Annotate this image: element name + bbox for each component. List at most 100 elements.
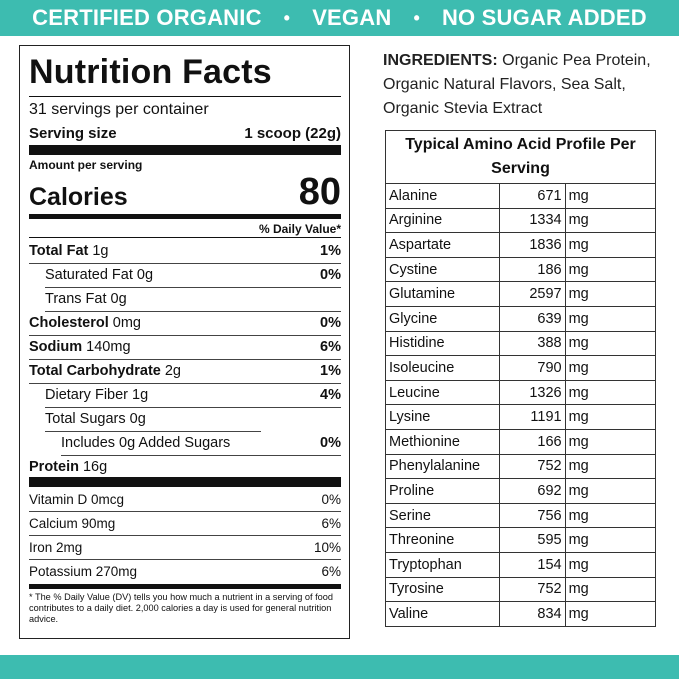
nutrient-row: Cholesterol 0mg 0%: [29, 311, 341, 335]
row-divider: [29, 511, 341, 512]
row-divider: [29, 359, 341, 360]
divider: [29, 237, 341, 238]
amino-name: Glutamine: [385, 281, 500, 307]
nutrient-daily-value: 0%: [320, 267, 341, 283]
amino-name: Proline: [385, 478, 500, 504]
nutrient-daily-value: 1%: [320, 243, 341, 259]
row-divider: [45, 407, 341, 408]
amino-unit: mg: [564, 281, 657, 307]
amino-name: Lysine: [385, 404, 500, 430]
banner-no-sugar: NO SUGAR ADDED: [441, 5, 647, 30]
amino-name: Tryptophan: [385, 551, 500, 578]
amino-name: Aspartate: [385, 232, 500, 258]
row-divider: [29, 559, 341, 560]
amino-value: 186: [498, 256, 566, 283]
nutrient-row: Includes 0g Added Sugars 0%: [29, 431, 341, 455]
nutrient-amount: 1g: [92, 243, 109, 259]
amino-row: Glycine 639 mg: [385, 305, 657, 332]
amino-table-title: Typical Amino Acid Profile Per Serving: [385, 130, 656, 184]
nutrient-row: Total Fat 1g 1%: [29, 239, 341, 263]
thick-divider: [29, 477, 341, 487]
nutrient-label: Protein: [29, 459, 79, 475]
nutrient-row: Total Carbohydrate 2g 1%: [29, 359, 341, 383]
serving-size-value: 1 scoop (22g): [244, 125, 341, 142]
amino-name: Serine: [385, 502, 500, 529]
nutrient-row: Total Sugars 0g: [29, 407, 341, 431]
amino-name: Phenylalanine: [385, 453, 500, 480]
amino-unit: mg: [564, 183, 657, 209]
vitamin-row: Calcium 90mg 6%: [29, 511, 341, 535]
amino-value: 752: [498, 576, 566, 603]
nutrient-label: Trans Fat 0g: [45, 291, 127, 307]
footnote: * The % Daily Value (DV) tells you how m…: [29, 592, 334, 624]
amino-row: Arginine 1334 mg: [385, 207, 657, 234]
nutrient-amount: 0mg: [112, 315, 141, 331]
amino-value: 2597: [498, 281, 566, 307]
thick-divider: [29, 145, 341, 155]
amino-value: 1836: [498, 232, 566, 258]
amino-row: Threonine 595 mg: [385, 527, 657, 553]
banner-certified-organic: CERTIFIED ORGANIC: [32, 5, 262, 30]
amino-value: 790: [498, 355, 566, 381]
nutrient-amount: 2g: [164, 363, 181, 379]
amino-row: Glutamine 2597 mg: [385, 281, 657, 307]
amino-row: Cystine 186 mg: [385, 256, 657, 283]
nutrient-amount: 140mg: [86, 339, 131, 355]
amino-name: Glycine: [385, 305, 500, 332]
amino-name: Tyrosine: [385, 576, 500, 603]
amino-row: Tryptophan 154 mg: [385, 551, 657, 578]
amino-row: Aspartate 1836 mg: [385, 232, 657, 258]
nutrient-row: Protein 16g: [29, 455, 341, 479]
vitamin-daily-value: 0%: [321, 491, 341, 507]
amino-value: 671: [498, 183, 566, 209]
vitamin-label: Potassium 270mg: [29, 563, 138, 579]
amino-row: Tyrosine 752 mg: [385, 576, 657, 603]
medium-divider: [29, 214, 341, 219]
nutrient-label: Includes 0g Added Sugars: [61, 435, 231, 451]
amino-row: Methionine 166 mg: [385, 428, 657, 455]
vitamin-row: Iron 2mg 10%: [29, 535, 341, 559]
banner-separator: •: [413, 7, 420, 28]
amino-unit: mg: [564, 527, 657, 553]
vitamin-row: Vitamin D 0mcg 0%: [29, 487, 341, 511]
amino-name: Leucine: [385, 379, 500, 406]
nutrition-facts-panel: Nutrition Facts 31 servings per containe…: [19, 45, 350, 639]
amino-value: 595: [498, 527, 566, 553]
vitamin-row: Potassium 270mg 6%: [29, 559, 341, 583]
vitamin-label: Calcium 90mg: [29, 515, 116, 531]
amino-row: Serine 756 mg: [385, 502, 657, 529]
amino-name: Valine: [385, 601, 500, 627]
amino-unit: mg: [564, 379, 657, 406]
amino-name: Arginine: [385, 207, 500, 234]
amino-value: 756: [498, 502, 566, 529]
serving-size-label: Serving size: [29, 125, 117, 142]
nutrient-label: Total Sugars 0g: [45, 411, 146, 427]
nutrient-label: Total Carbohydrate: [29, 363, 161, 379]
row-divider: [29, 383, 341, 384]
bottom-banner: [0, 655, 679, 679]
ingredients-text: Organic Pea Protein, Organic Natural Fla…: [383, 52, 651, 117]
nutrient-daily-value: 0%: [320, 315, 341, 331]
row-divider: [29, 263, 341, 264]
vitamin-label: Vitamin D 0mcg: [29, 491, 125, 507]
amino-value: 154: [498, 551, 566, 578]
row-divider: [45, 287, 341, 288]
top-banner: CERTIFIED ORGANIC • VEGAN • NO SUGAR ADD…: [0, 0, 679, 36]
nutrient-row: Trans Fat 0g: [29, 287, 341, 311]
nutrient-daily-value: 6%: [320, 339, 341, 355]
medium-divider: [29, 584, 341, 589]
amino-unit: mg: [564, 576, 657, 603]
amino-row: Lysine 1191 mg: [385, 404, 657, 430]
calories-value: 80: [298, 171, 341, 213]
amino-unit: mg: [564, 478, 657, 504]
amino-value: 834: [498, 601, 566, 627]
amino-name: Alanine: [385, 183, 500, 209]
serving-size-row: Serving size 1 scoop (22g): [29, 125, 341, 142]
nutrient-row: Sodium 140mg 6%: [29, 335, 341, 359]
row-divider: [29, 535, 341, 536]
calories-row: Calories 80: [29, 172, 341, 212]
amino-row: Isoleucine 790 mg: [385, 355, 657, 381]
amino-unit: mg: [564, 601, 657, 627]
amino-row: Alanine 671 mg: [385, 183, 657, 209]
amino-row: Valine 834 mg: [385, 601, 657, 627]
